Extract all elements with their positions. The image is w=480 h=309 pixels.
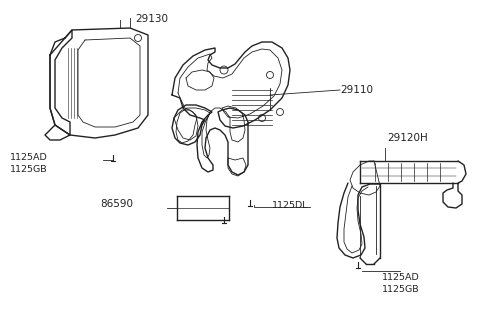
Text: 1125GB: 1125GB: [10, 166, 48, 175]
Text: 1125DL: 1125DL: [272, 201, 309, 210]
Text: 29130: 29130: [135, 14, 168, 24]
Text: 29120H: 29120H: [387, 133, 428, 143]
Text: 1125GB: 1125GB: [382, 285, 420, 294]
Text: 1125AD: 1125AD: [382, 273, 420, 281]
Text: 86590: 86590: [100, 199, 133, 209]
Text: 1125AD: 1125AD: [10, 154, 48, 163]
Text: 29110: 29110: [340, 85, 373, 95]
